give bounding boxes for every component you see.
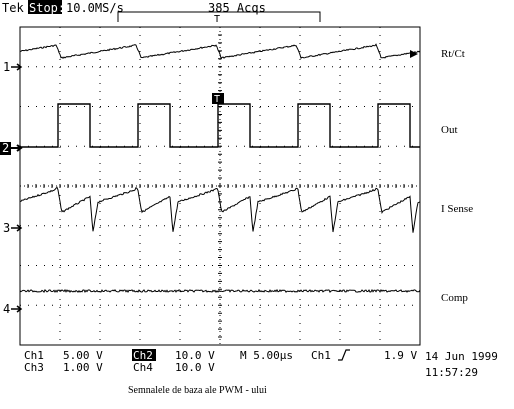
trigger-level: 1.9 V <box>384 349 417 362</box>
trace-ch4 <box>19 288 421 294</box>
trigger-slope-icon <box>338 349 350 361</box>
trace-ch2 <box>20 103 420 148</box>
time-readout: 11:57:29 <box>425 366 478 379</box>
channel-2-arrow <box>11 144 23 152</box>
ch2-name: Ch2 <box>133 349 153 362</box>
trigger-source: Ch1 <box>311 349 331 362</box>
channel-4-label: Comp <box>441 292 468 304</box>
channel-3-arrow <box>11 224 23 232</box>
waveform-traces <box>19 43 421 294</box>
channel-2-highlight <box>0 142 11 155</box>
channel-1-label: Rt/Ct <box>441 48 465 60</box>
run-state-label: Stop: <box>29 1 65 15</box>
sample-rate-label: 10.0MS/s <box>66 1 124 15</box>
ch2-highlight <box>132 349 156 361</box>
ch4-name: Ch4 <box>133 361 153 374</box>
timebase-readout: M 5.00µs <box>240 349 293 362</box>
channel-1-number: 1 <box>3 60 10 74</box>
ch3-scale: 1.00 V <box>63 361 103 374</box>
run-state-highlight <box>28 0 62 14</box>
record-trigger-marker: T <box>214 14 220 25</box>
ch2-scale: 10.0 V <box>175 349 215 362</box>
channel-1-arrow <box>11 63 23 71</box>
channel-4-arrow <box>11 305 23 313</box>
brand-label: Tek <box>2 1 24 15</box>
ch1-name: Ch1 <box>24 349 44 362</box>
figure-caption: Semnalele de baza ale PWM - ului <box>128 385 267 396</box>
trigger-level-arrow <box>410 50 418 58</box>
channel-3-number: 3 <box>3 221 10 235</box>
trace-ch1 <box>19 43 421 60</box>
trace-ch3 <box>19 186 421 233</box>
record-bracket <box>117 11 321 22</box>
graticule <box>19 26 421 346</box>
ch4-scale: 10.0 V <box>175 361 215 374</box>
channel-2-number: 2 <box>2 141 9 155</box>
ch3-name: Ch3 <box>24 361 44 374</box>
channel-4-number: 4 <box>3 302 10 316</box>
channel-2-label: Out <box>441 124 458 136</box>
date-readout: 14 Jun 1999 <box>425 350 498 363</box>
trigger-marker-box <box>212 93 224 104</box>
acquisitions-label: 385 Acqs <box>208 1 266 15</box>
trigger-marker: T <box>214 94 220 105</box>
ch1-scale: 5.00 V <box>63 349 103 362</box>
channel-3-label: I Sense <box>441 203 473 215</box>
